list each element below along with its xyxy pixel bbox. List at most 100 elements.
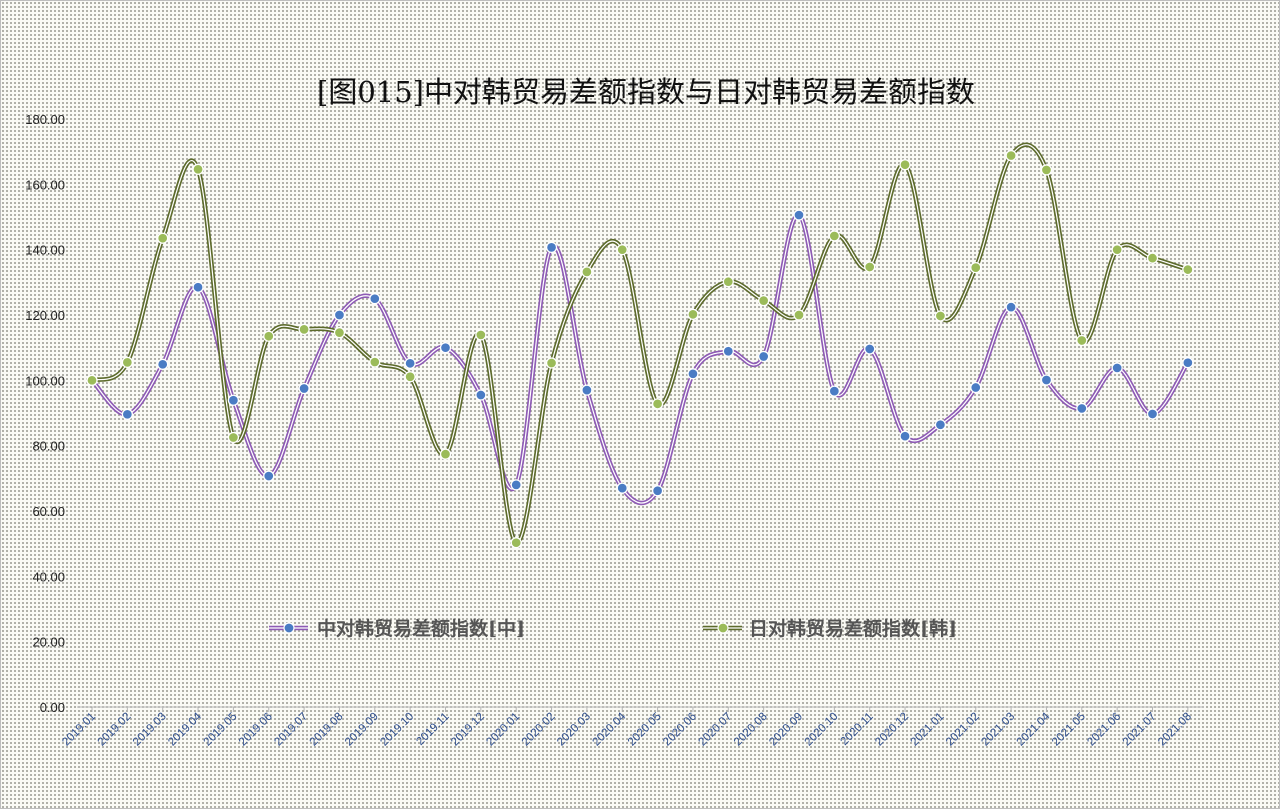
x-tick-label: 2019.05 — [202, 711, 240, 749]
chart-title: [图015]中对韩贸易差额指数与日对韩贸易差额指数 — [317, 75, 975, 109]
series-china-point[interactable] — [510, 479, 522, 491]
series-china-point[interactable] — [828, 385, 840, 397]
series-japan-point[interactable] — [1040, 164, 1053, 176]
y-tick-label: 0.00 — [40, 700, 65, 715]
legend-item-japan: 日对韩贸易差额指数[韩] — [703, 617, 957, 640]
series-china-point[interactable] — [1111, 362, 1123, 374]
y-tick-label: 40.00 — [32, 569, 65, 584]
legend-label-japan: 日对韩贸易差额指数[韩] — [749, 617, 957, 640]
series-japan-point[interactable] — [157, 232, 169, 244]
series-japan-point[interactable] — [263, 330, 275, 342]
x-tick-label: 2020.07 — [697, 711, 735, 749]
series-japan-point[interactable] — [1111, 244, 1123, 256]
series-japan-point[interactable] — [899, 159, 911, 171]
y-axis: 0.00 20.00 40.00 60.00 80.00 100.00 120.00 140.… — [25, 112, 65, 715]
series-china-point[interactable] — [1040, 374, 1053, 386]
series-china-point[interactable] — [263, 470, 275, 482]
series-china-point[interactable] — [333, 309, 346, 321]
series-japan-point[interactable] — [1005, 149, 1017, 162]
series-china-point[interactable] — [616, 482, 628, 494]
series-japan-point[interactable] — [793, 309, 805, 321]
legend: 中对韩贸易差额指数[中] 日对韩贸易差额指数[韩] — [269, 617, 957, 640]
x-tick-label: 2019.11 — [414, 711, 451, 748]
x-tick-label: 2021.08 — [1156, 711, 1194, 749]
series-japan-point[interactable] — [616, 244, 628, 256]
series-japan-point[interactable] — [1146, 252, 1159, 264]
series-japan-point[interactable] — [121, 356, 133, 369]
series-group — [86, 142, 1194, 549]
series-japan-point[interactable] — [86, 374, 98, 386]
series-china-point[interactable] — [157, 358, 169, 370]
series-japan-point[interactable] — [227, 431, 240, 444]
y-tick-label: 120.00 — [25, 308, 65, 323]
x-tick-label: 2020.11 — [839, 711, 876, 748]
series-china-point[interactable] — [298, 382, 310, 395]
x-tick-label: 2021.05 — [1050, 711, 1088, 749]
series-china-point[interactable] — [1146, 408, 1159, 420]
series-japan-point[interactable] — [475, 329, 487, 341]
x-tick-label: 2020.04 — [590, 710, 628, 748]
series-japan-point[interactable] — [192, 163, 204, 175]
x-tick-label: 2019.12 — [449, 711, 487, 749]
series-china-point[interactable] — [864, 343, 876, 355]
series-china-point[interactable] — [475, 389, 487, 401]
legend-marker-china — [283, 622, 295, 634]
series-china-point[interactable] — [793, 209, 805, 221]
series-japan-point[interactable] — [510, 537, 522, 549]
series-china-point[interactable] — [404, 357, 416, 369]
series-japan-point[interactable] — [545, 357, 558, 369]
series-china-point[interactable] — [687, 368, 699, 380]
legend-item-china: 中对韩贸易差额指数[中] — [269, 617, 525, 640]
y-tick-label: 80.00 — [32, 439, 65, 454]
series-japan-point[interactable] — [298, 323, 310, 336]
series-china-point[interactable] — [722, 345, 734, 357]
series-japan-point[interactable] — [934, 310, 947, 322]
series-japan-line — [90, 142, 1189, 545]
series-china-point[interactable] — [581, 384, 593, 396]
x-tick-label: 2019.01 — [60, 711, 98, 749]
x-tick-label: 2019.07 — [272, 711, 310, 749]
series-china-point[interactable] — [227, 394, 240, 406]
series-china-point[interactable] — [121, 408, 133, 420]
x-tick-label: 2021.04 — [1015, 710, 1053, 748]
series-china-point[interactable] — [651, 485, 664, 497]
x-tick-label: 2021.02 — [944, 711, 982, 749]
series-japan-point[interactable] — [439, 448, 452, 460]
series-japan-point[interactable] — [758, 294, 770, 307]
series-china-point[interactable] — [545, 241, 558, 254]
series-japan-point[interactable] — [369, 356, 381, 368]
series-japan-point[interactable] — [333, 326, 346, 339]
x-tick-label: 2020.12 — [873, 711, 911, 749]
series-china-point[interactable] — [192, 281, 204, 293]
series-japan-point[interactable] — [581, 266, 593, 278]
series-japan-point[interactable] — [687, 308, 699, 320]
series-japan-point[interactable] — [1182, 263, 1194, 276]
series-china-point[interactable] — [934, 419, 947, 431]
series-china-point[interactable] — [1076, 402, 1088, 415]
series-japan-point[interactable] — [970, 261, 982, 274]
series-china-point[interactable] — [1182, 357, 1194, 369]
series-japan-point[interactable] — [828, 230, 840, 242]
x-tick-label: 2019.08 — [308, 711, 346, 749]
series-china-point[interactable] — [899, 430, 911, 442]
series-japan-point[interactable] — [1076, 334, 1088, 347]
series-japan-point[interactable] — [864, 261, 876, 273]
series-china-point[interactable] — [439, 342, 452, 354]
x-tick-label: 2020.10 — [803, 711, 841, 749]
x-tick-label: 2019.04 — [166, 710, 204, 748]
legend-label-china: 中对韩贸易差额指数[中] — [317, 617, 525, 640]
legend-marker-japan — [717, 622, 729, 634]
series-china-point[interactable] — [970, 381, 982, 394]
series-japan-point[interactable] — [722, 276, 734, 288]
x-tick-label: 2019.02 — [96, 711, 134, 749]
series-japan-point[interactable] — [651, 398, 664, 410]
series-china-point[interactable] — [369, 293, 381, 305]
series-china-point[interactable] — [758, 350, 770, 363]
series-japan-point[interactable] — [404, 371, 416, 383]
x-tick-label: 2020.09 — [767, 711, 805, 749]
x-tick-label: 2020.02 — [520, 711, 558, 749]
x-tick-label: 2021.03 — [979, 711, 1017, 749]
series-china-point[interactable] — [1005, 301, 1017, 313]
x-tick-label: 2020.05 — [626, 711, 664, 749]
